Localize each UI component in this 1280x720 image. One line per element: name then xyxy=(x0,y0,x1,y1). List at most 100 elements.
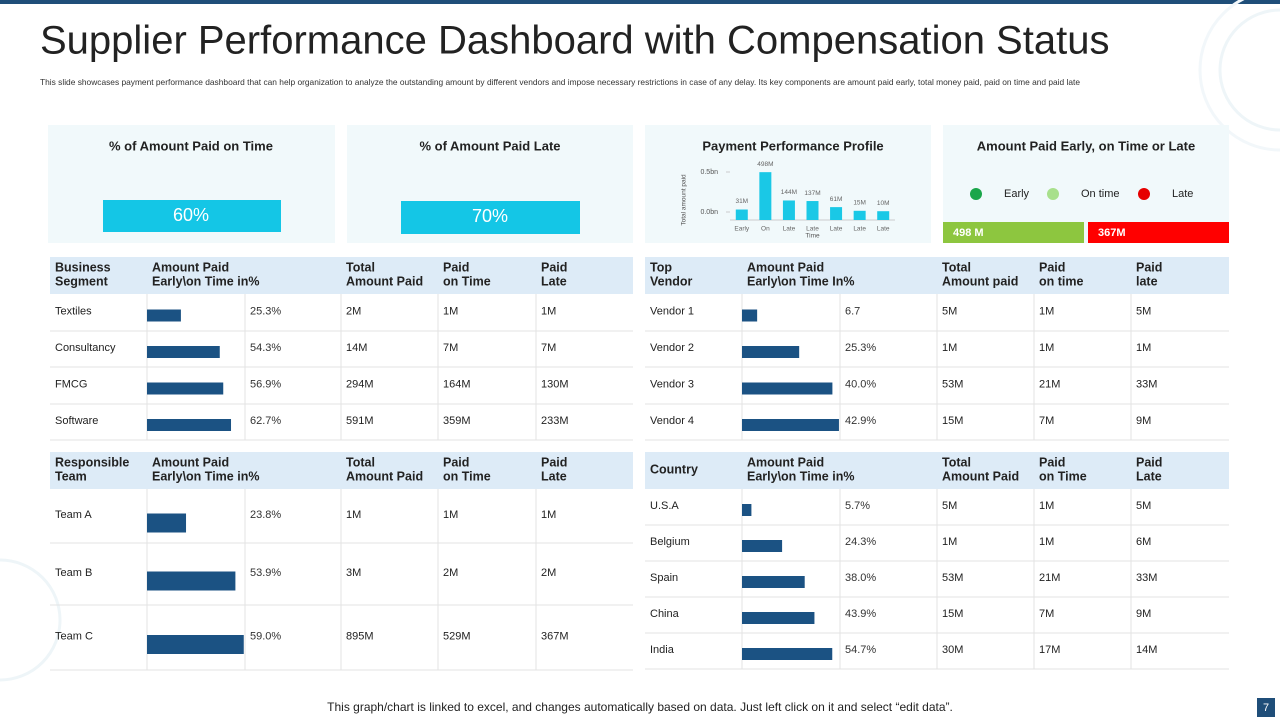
cell: 130M xyxy=(541,378,569,390)
cell-value: 42.9% xyxy=(845,415,876,427)
cell: 17M xyxy=(1039,644,1060,656)
column-header: Total Amount Paid xyxy=(346,261,423,289)
subtitle: This slide showcases payment performance… xyxy=(40,77,1080,87)
table-header xyxy=(50,257,633,294)
column-header: Paid Late xyxy=(541,456,567,484)
cell: 7M xyxy=(1039,608,1054,620)
cell: 21M xyxy=(1039,378,1060,390)
card-box xyxy=(401,201,580,234)
cell-value: 24.3% xyxy=(845,536,876,548)
cell: 294M xyxy=(346,378,374,390)
cell: 5M xyxy=(942,305,957,317)
column-header: Paid on Time xyxy=(443,456,491,484)
x-tick-label: Late xyxy=(806,226,819,233)
cell: 1M xyxy=(443,305,458,317)
legend-dot xyxy=(1047,188,1059,200)
cell: 591M xyxy=(346,415,374,427)
cell: 2M xyxy=(346,305,361,317)
y-axis-label: Total amount paid xyxy=(681,174,688,226)
cell: 233M xyxy=(541,415,569,427)
bar xyxy=(853,210,866,220)
x-tick-label: Late xyxy=(853,226,866,233)
cell: Vendor 1 xyxy=(650,305,694,317)
column-header: Business Segment xyxy=(55,261,111,289)
cell: Team C xyxy=(55,630,93,642)
status-label: 367M xyxy=(1098,227,1126,239)
cell: 14M xyxy=(1136,644,1157,656)
footer-note: This graph/chart is linked to excel, and… xyxy=(327,700,953,714)
status-bar xyxy=(943,222,1084,243)
inline-bar xyxy=(147,382,224,395)
value-label: 15M xyxy=(853,200,866,207)
cell: 1M xyxy=(541,509,556,521)
column-header: Paid Late xyxy=(1136,456,1162,484)
value-label: 31M xyxy=(735,198,748,205)
cell: 9M xyxy=(1136,415,1151,427)
decor xyxy=(0,558,62,682)
card xyxy=(645,125,931,243)
chart-title: Payment Performance Profile xyxy=(702,138,883,153)
top-bar xyxy=(0,0,1280,4)
cell-value: 23.8% xyxy=(250,509,281,521)
card-title: % of Amount Paid on Time xyxy=(109,138,273,153)
column-header: Amount Paid Early\on Time in% xyxy=(152,261,259,289)
cell: Vendor 3 xyxy=(650,378,694,390)
inline-bar xyxy=(742,612,815,624)
inline-bar xyxy=(742,504,752,516)
cell: 30M xyxy=(942,644,963,656)
decor xyxy=(1218,8,1280,132)
column-header: Paid on Time xyxy=(1039,456,1087,484)
table-header xyxy=(50,452,633,489)
legend-dot xyxy=(970,188,982,200)
cell: 6M xyxy=(1136,536,1151,548)
title: Supplier Performance Dashboard with Comp… xyxy=(40,19,1109,63)
inline-bar xyxy=(742,648,833,660)
bar xyxy=(782,200,795,220)
column-header: Paid on time xyxy=(1039,261,1083,289)
cell: Consultancy xyxy=(55,342,116,354)
column-header: Total Amount Paid xyxy=(942,456,1019,484)
x-tick-label: Early xyxy=(734,226,750,233)
cell: 7M xyxy=(1039,415,1054,427)
cell-value: 59.0% xyxy=(250,630,281,642)
card-box xyxy=(103,200,281,232)
column-header: Responsible Team xyxy=(55,456,129,484)
legend-label: Late xyxy=(1172,188,1193,200)
cell: India xyxy=(650,644,675,656)
cell-value: 5.7% xyxy=(845,500,870,512)
bar xyxy=(759,172,772,220)
page-box xyxy=(1257,698,1275,717)
status-bar xyxy=(1088,222,1229,243)
value-label: 498M xyxy=(757,161,773,168)
x-tick-label: Late xyxy=(830,226,843,233)
cell: 2M xyxy=(443,567,458,579)
cell: 367M xyxy=(541,630,569,642)
value-label: 144M xyxy=(781,189,797,196)
cell: 21M xyxy=(1039,572,1060,584)
value-label: 10M xyxy=(877,200,890,207)
cell: 3M xyxy=(346,567,361,579)
cell: U.S.A xyxy=(650,500,679,512)
cell: 1M xyxy=(346,509,361,521)
cell: 1M xyxy=(1039,500,1054,512)
cell: Team A xyxy=(55,509,92,521)
cell: 14M xyxy=(346,342,367,354)
inline-bar xyxy=(147,513,187,533)
cell: 15M xyxy=(942,415,963,427)
card-value: 60% xyxy=(173,205,209,225)
inline-bar xyxy=(147,419,232,431)
legend-label: Early xyxy=(1004,188,1030,200)
cell: China xyxy=(650,608,680,620)
status-label: 498 M xyxy=(953,227,984,239)
cell-value: 40.0% xyxy=(845,378,876,390)
cell: 33M xyxy=(1136,378,1157,390)
card-title: % of Amount Paid Late xyxy=(419,138,560,153)
legend-dot xyxy=(1138,188,1150,200)
bar xyxy=(830,207,843,220)
cell: FMCG xyxy=(55,378,87,390)
column-header: Amount Paid Early\on Time in% xyxy=(152,456,259,484)
cell-value: 54.3% xyxy=(250,342,281,354)
legend-label: On time xyxy=(1081,188,1120,200)
bar xyxy=(877,211,890,220)
